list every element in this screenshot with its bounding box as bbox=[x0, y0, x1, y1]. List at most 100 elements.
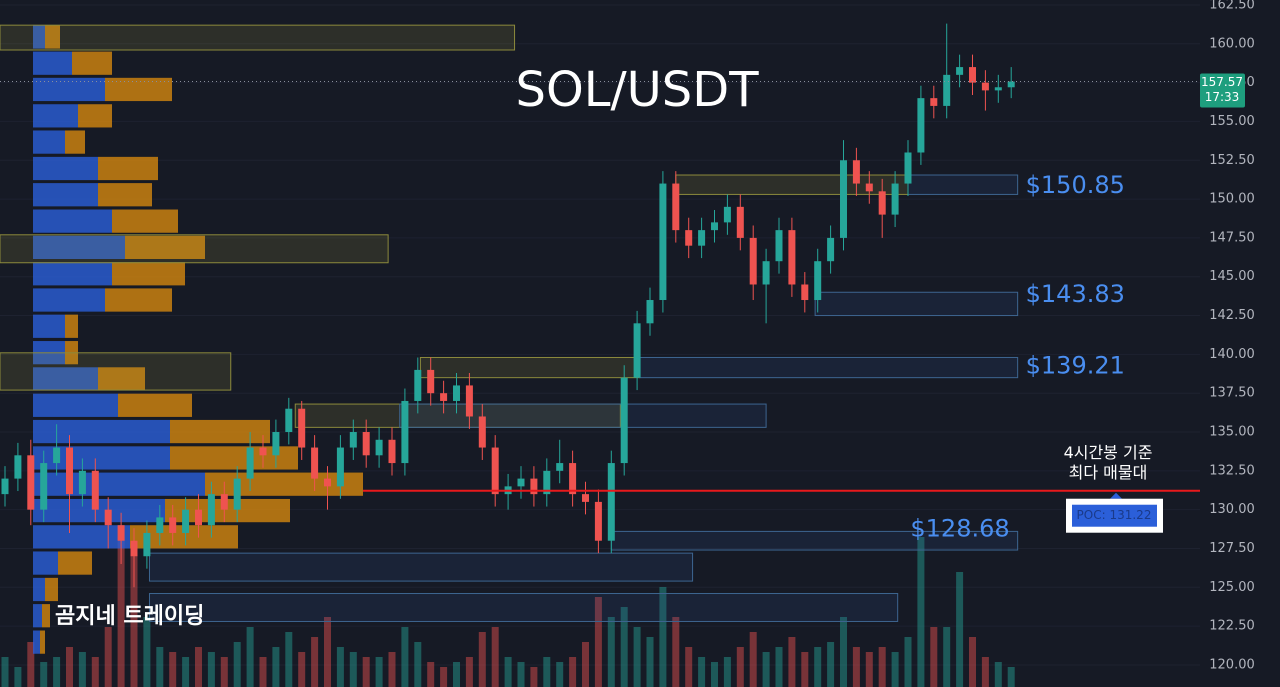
profile-sell bbox=[42, 604, 50, 628]
volume-bar bbox=[182, 657, 190, 687]
volume-bar bbox=[14, 667, 22, 687]
profile-buy bbox=[33, 393, 118, 417]
volume-bar bbox=[285, 632, 293, 687]
current-price-label: 157.57 bbox=[1201, 75, 1243, 89]
profile-sell bbox=[105, 77, 172, 102]
level-label: $150.85 bbox=[1026, 171, 1125, 199]
volume-bar bbox=[543, 657, 551, 687]
candle-body bbox=[27, 455, 35, 510]
candle-body bbox=[195, 509, 202, 526]
level-label: $128.68 bbox=[910, 514, 1009, 542]
profile-buy bbox=[33, 209, 112, 233]
candle-body bbox=[285, 408, 293, 433]
volume-bar bbox=[981, 657, 989, 687]
candle-body bbox=[298, 408, 306, 448]
y-tick-label: 142.50 bbox=[1209, 308, 1255, 323]
volume-bar bbox=[891, 652, 899, 687]
volume-bar bbox=[762, 652, 770, 687]
volume-bar bbox=[246, 627, 254, 687]
candle-body bbox=[246, 447, 254, 479]
candle-body bbox=[169, 517, 177, 533]
volume-bar bbox=[414, 642, 422, 687]
candle-body bbox=[14, 455, 22, 479]
candle-body bbox=[878, 191, 886, 215]
poc-box bbox=[1072, 504, 1157, 527]
y-tick-label: 132.50 bbox=[1209, 463, 1255, 478]
candle-body bbox=[762, 261, 770, 285]
poc-arrow bbox=[1110, 492, 1122, 499]
volume-bar bbox=[1007, 667, 1015, 687]
volume-bar bbox=[40, 662, 48, 687]
volume-bar bbox=[865, 652, 873, 687]
candle-body bbox=[969, 67, 976, 83]
zone-box bbox=[639, 356, 1019, 379]
volume-bar bbox=[478, 632, 486, 687]
volume-bar bbox=[749, 632, 757, 687]
candle-body bbox=[1, 478, 9, 495]
candle-body bbox=[930, 98, 938, 106]
volume-bar bbox=[311, 637, 319, 687]
volume-bar bbox=[504, 657, 512, 687]
profile-sell bbox=[205, 472, 363, 496]
volume-bar bbox=[917, 537, 925, 687]
candle-body bbox=[530, 478, 538, 495]
volume-bar bbox=[569, 657, 577, 687]
y-tick-label: 155.00 bbox=[1209, 114, 1255, 129]
volume-bar bbox=[465, 657, 473, 687]
candle-body bbox=[788, 230, 796, 285]
candle-body bbox=[827, 237, 835, 262]
candle-body bbox=[801, 284, 809, 301]
zone-box bbox=[907, 174, 1019, 195]
poc-note: 4시간봉 기준 bbox=[1064, 443, 1153, 462]
candle-body bbox=[814, 261, 822, 301]
candle-body bbox=[40, 463, 48, 510]
profile-buy bbox=[33, 577, 45, 602]
candle-body bbox=[594, 501, 602, 541]
volume-bar bbox=[736, 647, 744, 687]
profile-buy bbox=[33, 51, 72, 75]
candle-body bbox=[607, 463, 615, 541]
profile-buy bbox=[33, 183, 98, 207]
candle-body bbox=[182, 509, 190, 533]
profile-sell bbox=[58, 551, 92, 575]
level-label: $139.21 bbox=[1026, 352, 1125, 380]
zone-box bbox=[148, 552, 694, 582]
candle-body bbox=[582, 494, 589, 502]
y-tick-label: 120.00 bbox=[1209, 657, 1255, 672]
profile-sell bbox=[78, 104, 112, 128]
profile-buy bbox=[33, 604, 42, 628]
candle-body bbox=[272, 432, 280, 456]
volume-bar bbox=[943, 627, 951, 687]
candle-body bbox=[91, 470, 99, 510]
watermark: 곰지네 트레이딩 bbox=[55, 604, 204, 629]
y-tick-label: 162.50 bbox=[1209, 0, 1255, 12]
profile-buy bbox=[33, 419, 170, 444]
candle-body bbox=[324, 478, 331, 487]
profile-sell bbox=[112, 262, 185, 286]
candle-body bbox=[130, 540, 138, 557]
candle-body bbox=[865, 183, 873, 192]
poc-note: 최다 매물대 bbox=[1069, 463, 1148, 482]
volume-bar bbox=[969, 637, 976, 687]
candle-body bbox=[349, 432, 357, 448]
candle-body bbox=[736, 206, 744, 238]
volume-bar bbox=[491, 627, 499, 687]
candle-body bbox=[53, 447, 61, 464]
profile-sell bbox=[98, 367, 145, 391]
candle-body bbox=[156, 517, 164, 533]
candle-body bbox=[904, 152, 912, 184]
volume-bar bbox=[633, 627, 641, 687]
candle-body bbox=[465, 385, 473, 417]
volume-bar bbox=[53, 657, 61, 687]
candle-body bbox=[66, 447, 73, 495]
candle-body bbox=[311, 447, 319, 479]
candle-body bbox=[646, 300, 654, 324]
candle-body bbox=[775, 230, 783, 262]
profile-buy bbox=[33, 104, 78, 128]
volume-bar bbox=[66, 647, 73, 687]
candles bbox=[1, 23, 1015, 588]
y-tick-label: 130.00 bbox=[1209, 502, 1255, 517]
volume-layer bbox=[1, 537, 1015, 687]
profile-buy bbox=[33, 525, 130, 549]
